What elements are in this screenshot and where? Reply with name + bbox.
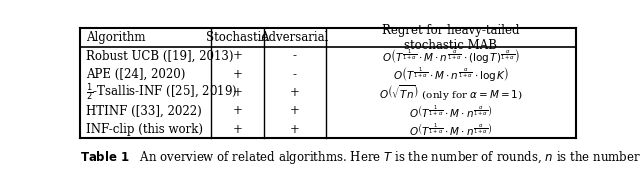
Text: Regret for heavy-tailed
stochastic MAB: Regret for heavy-tailed stochastic MAB	[382, 24, 520, 52]
Text: $O\left(T^{\frac{1}{1+\alpha}} \cdot M \cdot n^{\frac{\alpha}{1+\alpha}}\right)$: $O\left(T^{\frac{1}{1+\alpha}} \cdot M \…	[409, 103, 492, 119]
Text: Stochastic: Stochastic	[207, 31, 269, 44]
Text: +: +	[289, 104, 300, 117]
Text: HTINF ([33], 2022): HTINF ([33], 2022)	[86, 104, 202, 117]
Text: Adversarial: Adversarial	[260, 31, 329, 44]
Text: Algorithm: Algorithm	[86, 31, 145, 44]
Text: INF-clip (this work): INF-clip (this work)	[86, 123, 203, 136]
Text: +: +	[232, 104, 243, 117]
Text: +: +	[289, 123, 300, 136]
Text: +: +	[232, 49, 243, 62]
Text: APE ([24], 2020): APE ([24], 2020)	[86, 68, 186, 81]
Text: $O\left(T^{\frac{1}{1+\alpha}} \cdot M \cdot n^{\frac{\alpha}{1+\alpha}} \cdot (: $O\left(T^{\frac{1}{1+\alpha}} \cdot M \…	[382, 47, 520, 65]
Text: +: +	[232, 68, 243, 81]
Text: +: +	[232, 86, 243, 99]
Text: $O\left(T^{\frac{1}{1+\alpha}} \cdot M \cdot n^{\frac{\alpha}{1+\alpha}}\right)$: $O\left(T^{\frac{1}{1+\alpha}} \cdot M \…	[409, 121, 492, 137]
Text: $O\left(\sqrt{Tn}\right)$ (only for $\alpha = M = 1$): $O\left(\sqrt{Tn}\right)$ (only for $\al…	[379, 83, 523, 102]
Text: -: -	[292, 68, 296, 81]
Text: -: -	[292, 49, 296, 62]
Text: Robust UCB ([19], 2013): Robust UCB ([19], 2013)	[86, 49, 234, 62]
Text: $\frac{1}{2}$-Tsallis-INF ([25], 2019): $\frac{1}{2}$-Tsallis-INF ([25], 2019)	[86, 82, 237, 103]
Text: $O\left(T^{\frac{1}{1+\alpha}} \cdot M \cdot n^{\frac{\alpha}{1+\alpha}} \cdot \: $O\left(T^{\frac{1}{1+\alpha}} \cdot M \…	[393, 65, 509, 83]
Text: +: +	[289, 86, 300, 99]
Text: +: +	[232, 123, 243, 136]
Text: $\bf{Table\ 1}$   An overview of related algorithms. Here $T$ is the number of r: $\bf{Table\ 1}$ An overview of related a…	[80, 149, 640, 166]
